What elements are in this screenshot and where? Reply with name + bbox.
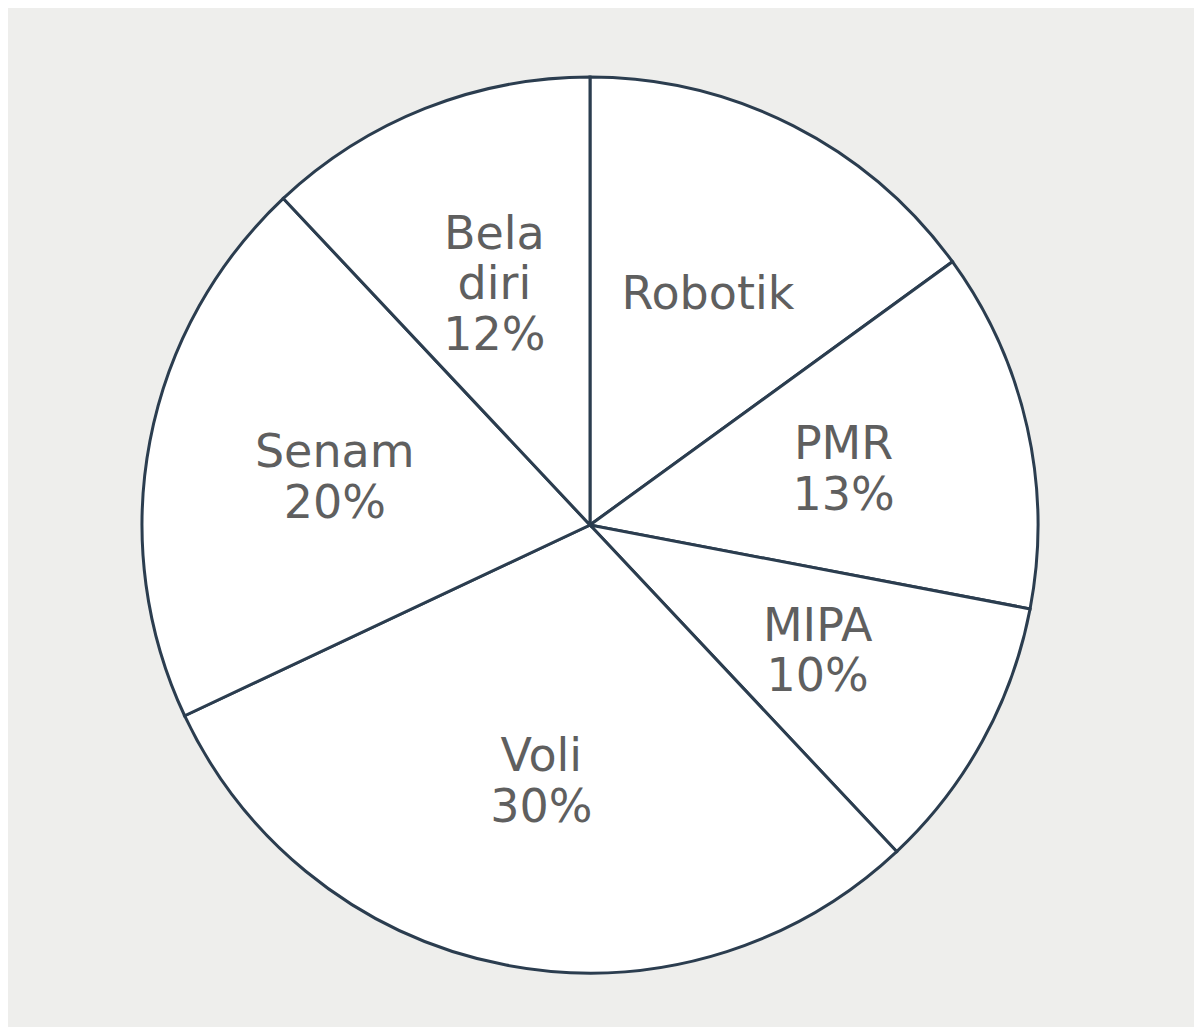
svg-text:PMR13%: PMR13% [792,416,894,521]
svg-text:Voli30%: Voli30% [490,728,592,833]
svg-text:Robotik: Robotik [622,266,795,320]
svg-text:Beladiri12%: Beladiri12% [443,206,545,361]
svg-text:MIPA10%: MIPA10% [763,598,873,703]
svg-text:Senam20%: Senam20% [255,424,415,529]
